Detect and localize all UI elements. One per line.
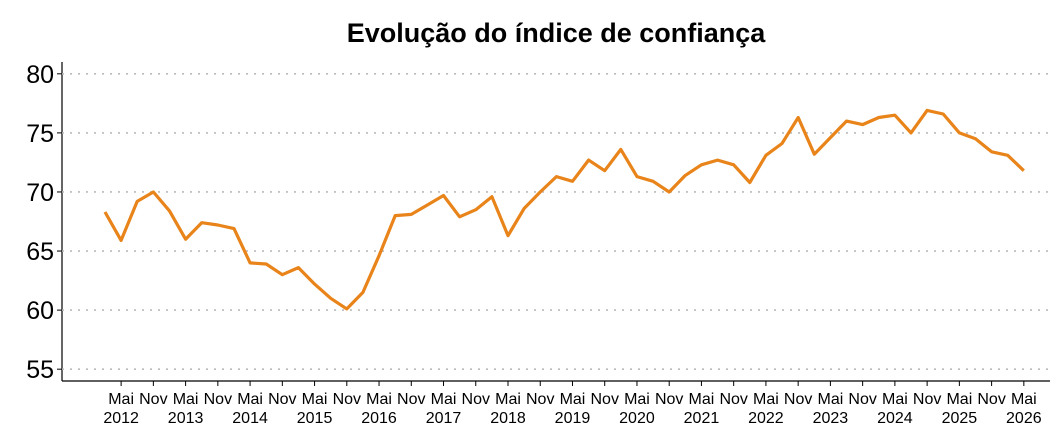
y-tick-label: 65 (26, 238, 54, 266)
x-tick-label: Mai 2012 (103, 391, 139, 427)
x-tick-label: Mai 2022 (748, 391, 784, 427)
x-tick-label: Nov (784, 391, 812, 408)
x-tick-label: Nov (655, 391, 683, 408)
y-tick-label: 60 (26, 297, 54, 325)
x-tick-label: Mai 2024 (877, 391, 913, 427)
x-tick-label: Nov (526, 391, 554, 408)
y-tick-label: 70 (26, 179, 54, 207)
x-tick-label: Mai 2020 (619, 391, 655, 427)
x-tick-label: Nov (397, 391, 425, 408)
chart-title: Evolução do índice de confiança (347, 18, 767, 48)
x-tick-label: Nov (204, 391, 232, 408)
x-tick-label: Nov (333, 391, 361, 408)
x-tick-label: Mai 2025 (942, 391, 978, 427)
x-tick-label: Mai 2015 (297, 391, 333, 427)
x-tick-label: Mai 2016 (361, 391, 397, 427)
y-tick-label: 80 (26, 61, 54, 89)
x-tick-label: Nov (848, 391, 876, 408)
x-tick-label: Mai 2017 (426, 391, 462, 427)
x-tick-label: Nov (268, 391, 296, 408)
x-tick-label: Mai 2014 (232, 391, 268, 427)
x-tick-label: Nov (590, 391, 618, 408)
x-tick-label: Mai 2021 (684, 391, 720, 427)
x-tick-label: Mai 2019 (555, 391, 591, 427)
x-tick-label: Mai 2013 (168, 391, 204, 427)
x-tick-label: Nov (913, 391, 941, 408)
x-tick-label: Nov (719, 391, 747, 408)
y-tick-label: 75 (26, 120, 54, 148)
x-tick-label: Nov (139, 391, 167, 408)
x-tick-label: Nov (462, 391, 490, 408)
x-tick-label: Mai 2026 (1006, 391, 1042, 427)
line-series (103, 108, 1025, 311)
y-tick-label: 55 (26, 356, 54, 384)
x-tick-label: Mai 2018 (490, 391, 526, 427)
x-tick-label: Nov (977, 391, 1005, 408)
x-tick-label: Mai 2023 (813, 391, 849, 427)
